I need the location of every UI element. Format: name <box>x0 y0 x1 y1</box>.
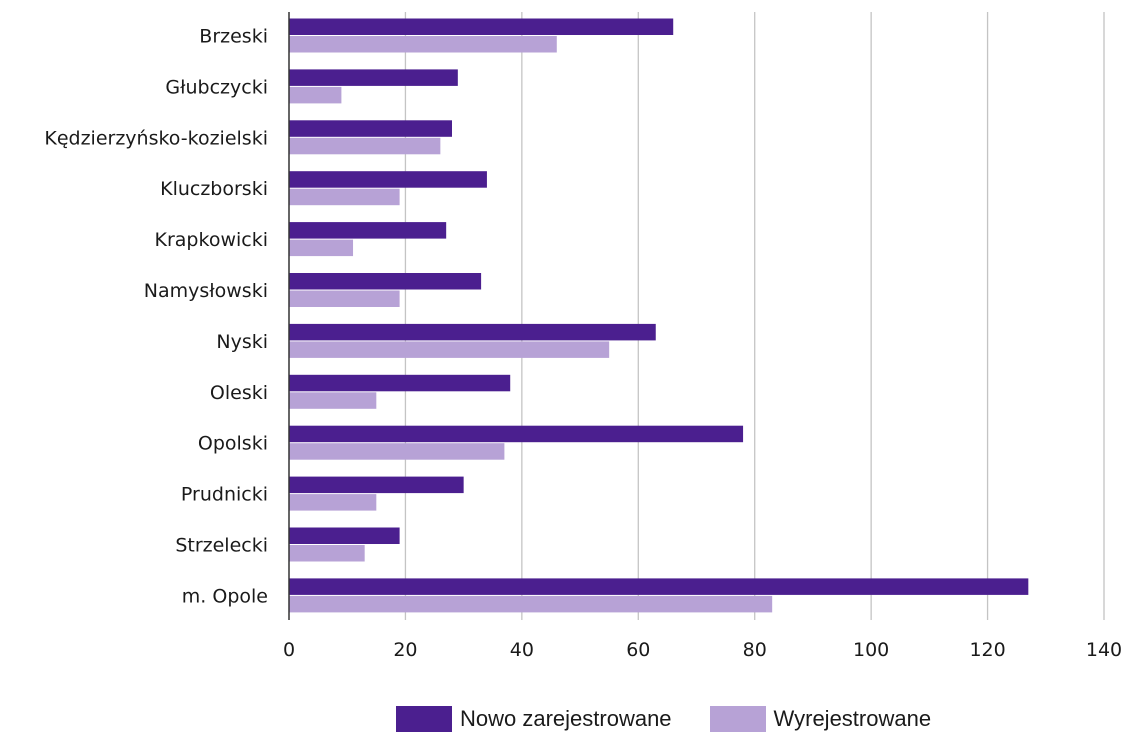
x-tick-140: 140 <box>1086 639 1122 661</box>
bar-wyrej-0 <box>289 36 557 53</box>
bar-nowo-11 <box>289 578 1029 595</box>
bar-wyrej-3 <box>289 188 400 206</box>
category-label-9: Prudnicki <box>181 484 268 506</box>
bar-nowo-7 <box>289 374 511 392</box>
bar-wyrej-10 <box>289 545 365 562</box>
bar-nowo-8 <box>289 425 744 443</box>
category-label-4: Krapkowicki <box>155 229 268 251</box>
category-label-6: Nyski <box>216 331 268 353</box>
bar-nowo-3 <box>289 171 487 188</box>
bar-nowo-10 <box>289 527 400 544</box>
x-tick-60: 60 <box>626 639 650 661</box>
x-tick-labels: 0 20 40 60 80 100 120 140 <box>283 639 1122 661</box>
category-labels: Brzeski Głubczycki Kędzierzyńsko-kozielski… <box>44 26 268 608</box>
bar-nowo-0 <box>289 18 674 35</box>
legend-swatch-nowo <box>396 706 452 732</box>
legend-swatch-wyrej <box>709 706 766 732</box>
category-label-2: Kędzierzyńsko-kozielski <box>44 127 268 149</box>
bar-wyrej-1 <box>289 86 342 104</box>
bar-nowo-6 <box>289 323 656 341</box>
category-label-0: Brzeski <box>199 26 268 48</box>
legend-item-nowo: Nowo zarejestrowane <box>396 706 672 732</box>
bar-wyrej-11 <box>289 595 773 613</box>
bar-nowo-5 <box>289 273 482 290</box>
category-label-3: Kluczborski <box>160 178 268 200</box>
legend-item-wyrej: Wyrejestrowane <box>709 706 932 732</box>
x-tick-40: 40 <box>510 639 534 661</box>
bar-wyrej-8 <box>289 443 505 460</box>
bar-wyrej-2 <box>289 137 441 155</box>
bar-chart: Brzeski Głubczycki Kędzierzyńsko-kozielski… <box>44 12 1122 661</box>
x-tick-100: 100 <box>853 639 889 661</box>
legend: Nowo zarejestrowane Wyrejestrowane <box>396 706 969 732</box>
category-label-10: Strzelecki <box>175 535 268 557</box>
category-label-5: Namysłowski <box>144 280 268 302</box>
legend-label-wyrej: Wyrejestrowane <box>773 706 932 731</box>
legend-label-nowo: Nowo zarejestrowane <box>460 706 672 731</box>
bar-nowo-9 <box>289 476 464 494</box>
bar-wyrej-7 <box>289 392 377 409</box>
bar-wyrej-4 <box>289 239 354 257</box>
bar-nowo-2 <box>289 120 452 137</box>
x-tick-20: 20 <box>393 639 417 661</box>
bar-wyrej-5 <box>289 290 400 307</box>
x-tick-0: 0 <box>283 639 295 661</box>
gridlines <box>404 12 1105 620</box>
bar-nowo-1 <box>289 69 458 86</box>
x-tick-120: 120 <box>969 639 1005 661</box>
bar-nowo-4 <box>289 222 447 239</box>
category-label-1: Głubczycki <box>165 76 268 98</box>
category-label-8: Opolski <box>198 433 268 455</box>
category-label-11: m. Opole <box>182 585 268 607</box>
category-label-7: Oleski <box>210 382 268 404</box>
bar-wyrej-9 <box>289 494 377 511</box>
x-tick-80: 80 <box>743 639 767 661</box>
bars <box>289 18 1029 613</box>
bar-wyrej-6 <box>289 341 610 358</box>
